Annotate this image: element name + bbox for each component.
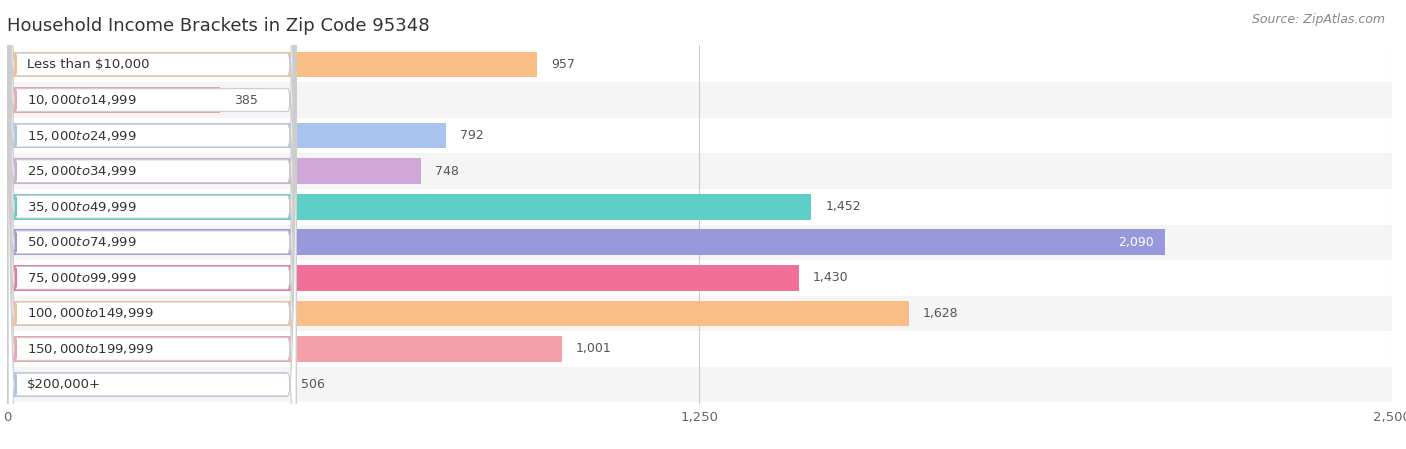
Bar (7, 336, 561, 362)
FancyBboxPatch shape (8, 0, 297, 449)
Text: 748: 748 (436, 165, 460, 178)
Text: $15,000 to $24,999: $15,000 to $24,999 (27, 128, 136, 143)
Bar (7, 301, 908, 326)
Text: Household Income Brackets in Zip Code 95348: Household Income Brackets in Zip Code 95… (7, 17, 430, 35)
Text: $50,000 to $74,999: $50,000 to $74,999 (27, 235, 136, 249)
FancyBboxPatch shape (8, 0, 297, 449)
Bar (7, 260, 1392, 295)
Text: 792: 792 (460, 129, 484, 142)
Bar (7, 82, 1392, 118)
Bar (7, 265, 799, 291)
Text: 506: 506 (301, 378, 325, 391)
Text: Less than $10,000: Less than $10,000 (27, 58, 149, 71)
Text: $75,000 to $99,999: $75,000 to $99,999 (27, 271, 136, 285)
Bar (7, 87, 221, 113)
Bar (7, 158, 422, 184)
FancyBboxPatch shape (8, 0, 297, 449)
Bar (7, 194, 811, 220)
Text: $35,000 to $49,999: $35,000 to $49,999 (27, 200, 136, 214)
Text: 1,001: 1,001 (575, 343, 612, 356)
Text: 2,090: 2,090 (1118, 236, 1154, 249)
Text: $100,000 to $149,999: $100,000 to $149,999 (27, 306, 153, 321)
Bar (7, 295, 1392, 331)
Bar (7, 47, 1392, 82)
Bar (7, 331, 1392, 367)
Text: $200,000+: $200,000+ (27, 378, 101, 391)
Text: $150,000 to $199,999: $150,000 to $199,999 (27, 342, 153, 356)
Bar (7, 372, 287, 397)
Text: 1,430: 1,430 (813, 271, 849, 284)
FancyBboxPatch shape (8, 0, 297, 449)
Text: 957: 957 (551, 58, 575, 71)
FancyBboxPatch shape (8, 0, 297, 449)
Bar (7, 154, 1392, 189)
FancyBboxPatch shape (8, 0, 297, 449)
FancyBboxPatch shape (8, 0, 297, 449)
Text: 385: 385 (235, 93, 259, 106)
Text: $25,000 to $34,999: $25,000 to $34,999 (27, 164, 136, 178)
Text: Source: ZipAtlas.com: Source: ZipAtlas.com (1251, 13, 1385, 26)
Bar (7, 229, 1164, 255)
FancyBboxPatch shape (8, 0, 297, 449)
FancyBboxPatch shape (8, 0, 297, 449)
Bar (7, 224, 1392, 260)
Bar (7, 123, 446, 148)
Bar (7, 367, 1392, 402)
Bar (7, 189, 1392, 224)
Bar (7, 118, 1392, 154)
FancyBboxPatch shape (8, 0, 297, 449)
Text: $10,000 to $14,999: $10,000 to $14,999 (27, 93, 136, 107)
Bar (7, 52, 537, 77)
Text: 1,452: 1,452 (825, 200, 860, 213)
Text: 1,628: 1,628 (922, 307, 959, 320)
